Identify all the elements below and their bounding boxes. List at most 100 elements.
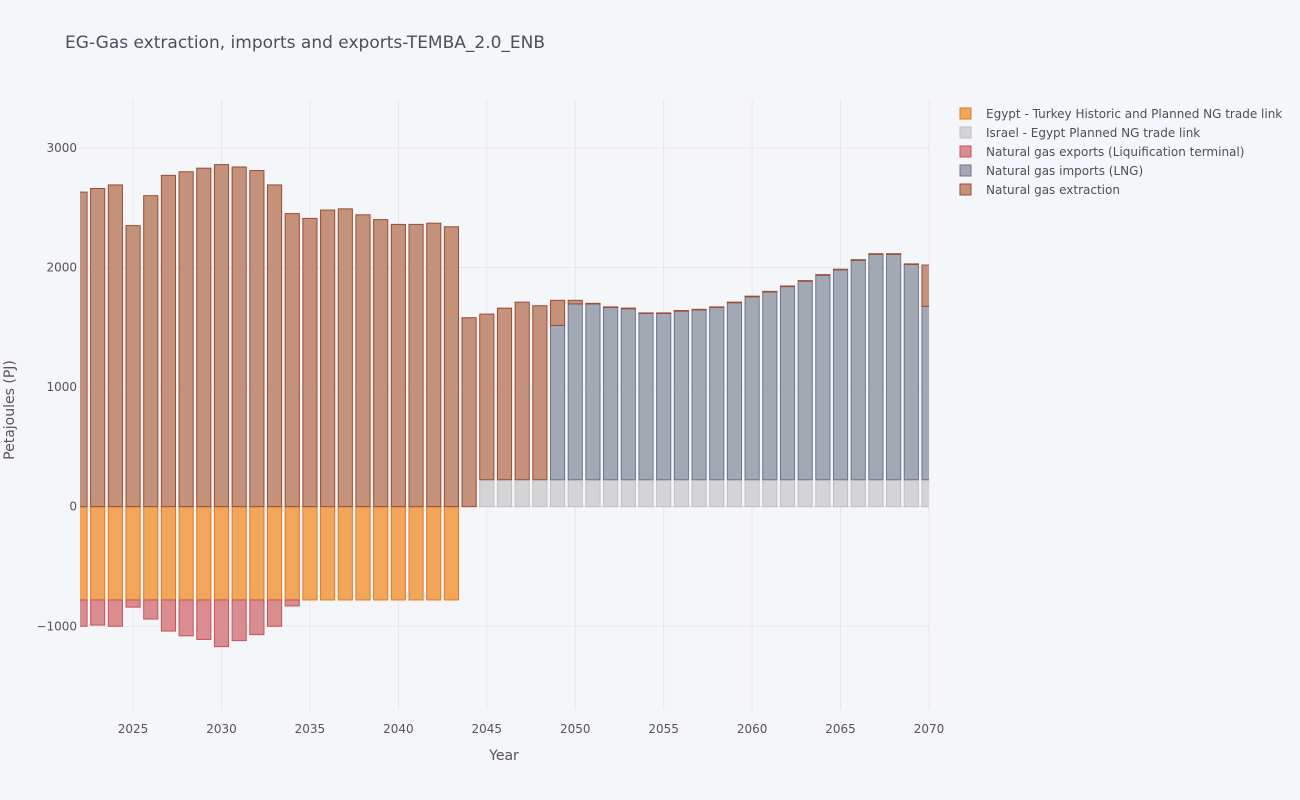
legend-label: Natural gas imports (LNG) <box>986 164 1143 178</box>
bar <box>496 307 513 481</box>
bar <box>302 217 318 508</box>
bar <box>744 479 760 508</box>
y-tick-label: 3000 <box>46 141 77 155</box>
bar <box>514 301 530 481</box>
legend[interactable]: Egypt - Turkey Historic and Planned NG t… <box>959 107 1282 197</box>
bar <box>691 479 707 508</box>
legend-item[interactable]: Natural gas imports (LNG) <box>959 164 1143 178</box>
bar <box>125 599 141 608</box>
bar <box>373 219 389 508</box>
bar <box>284 213 300 508</box>
bar <box>921 264 929 307</box>
bar <box>815 479 831 508</box>
bar <box>779 286 796 481</box>
bar <box>231 166 247 508</box>
bar <box>107 184 123 508</box>
bar <box>762 290 778 293</box>
bar <box>160 506 177 601</box>
y-tick-label: −1000 <box>36 619 77 633</box>
bar <box>549 299 566 326</box>
legend-label: Egypt - Turkey Historic and Planned NG t… <box>986 107 1282 121</box>
legend-label: Israel - Egypt Planned NG trade link <box>986 126 1200 140</box>
bar <box>868 479 884 508</box>
bar <box>266 599 283 627</box>
bar <box>903 263 919 265</box>
bar <box>921 479 929 508</box>
bar <box>532 479 548 508</box>
bar <box>709 307 725 481</box>
legend-label: Natural gas extraction <box>986 183 1120 197</box>
bar <box>231 599 247 642</box>
bar <box>213 599 230 648</box>
bar <box>196 167 212 508</box>
bar <box>797 280 813 481</box>
legend-swatch <box>959 183 972 196</box>
bar <box>832 268 849 271</box>
bar <box>249 506 265 601</box>
bar <box>886 479 902 508</box>
bar <box>284 506 300 601</box>
bar <box>797 280 813 282</box>
bar <box>585 302 601 305</box>
bar <box>744 295 760 298</box>
bar <box>90 599 106 626</box>
bar <box>302 506 318 601</box>
bar <box>80 191 88 508</box>
bar <box>408 223 424 508</box>
bar <box>762 479 778 508</box>
bar <box>426 222 442 508</box>
bar <box>355 214 371 508</box>
legend-item[interactable]: Natural gas exports (Liquification termi… <box>959 145 1244 159</box>
bar <box>709 306 725 309</box>
bar <box>815 274 831 276</box>
y-tick-label: 1000 <box>46 380 77 394</box>
bar <box>90 506 106 601</box>
bar <box>479 313 495 481</box>
bar <box>567 299 583 305</box>
bar <box>355 506 371 601</box>
bar <box>549 324 566 481</box>
x-tick-label: 2070 <box>914 722 945 736</box>
bar <box>709 479 725 508</box>
bar <box>107 599 123 627</box>
bar <box>160 599 177 632</box>
bar <box>726 301 743 304</box>
y-tick-label: 0 <box>69 500 77 514</box>
bar <box>337 506 353 601</box>
bar <box>514 479 530 508</box>
legend-item[interactable]: Israel - Egypt Planned NG trade link <box>959 126 1200 140</box>
x-tick-label: 2065 <box>825 722 856 736</box>
tick-labels: −1000 0 1000 2000 3000 2025 2030 2035 2040 2045 20… <box>36 141 944 736</box>
legend-item[interactable]: Natural gas extraction <box>959 183 1120 197</box>
bar <box>320 209 336 508</box>
x-axis-title: Year <box>488 748 519 764</box>
bar <box>886 253 902 481</box>
bar <box>461 317 477 508</box>
bar <box>178 506 194 601</box>
bar <box>868 253 884 255</box>
y-tick-label: 2000 <box>46 260 77 274</box>
bar <box>620 307 636 310</box>
legend-swatch <box>959 145 972 158</box>
bar <box>673 310 689 481</box>
bar <box>80 599 88 627</box>
bar <box>744 296 760 481</box>
bar <box>284 599 300 607</box>
bar <box>231 506 247 601</box>
bar <box>337 208 353 508</box>
bar <box>443 506 460 601</box>
bar <box>567 479 583 508</box>
bar <box>249 599 265 636</box>
bar <box>266 506 283 601</box>
legend-item[interactable]: Egypt - Turkey Historic and Planned NG t… <box>959 107 1282 121</box>
bar <box>426 506 442 601</box>
bar <box>196 506 212 601</box>
bar <box>638 313 654 481</box>
bar <box>249 170 265 508</box>
bar <box>213 506 230 601</box>
legend-swatch <box>959 107 972 120</box>
bar <box>549 479 566 508</box>
bar <box>620 308 636 481</box>
x-tick-label: 2045 <box>472 722 503 736</box>
